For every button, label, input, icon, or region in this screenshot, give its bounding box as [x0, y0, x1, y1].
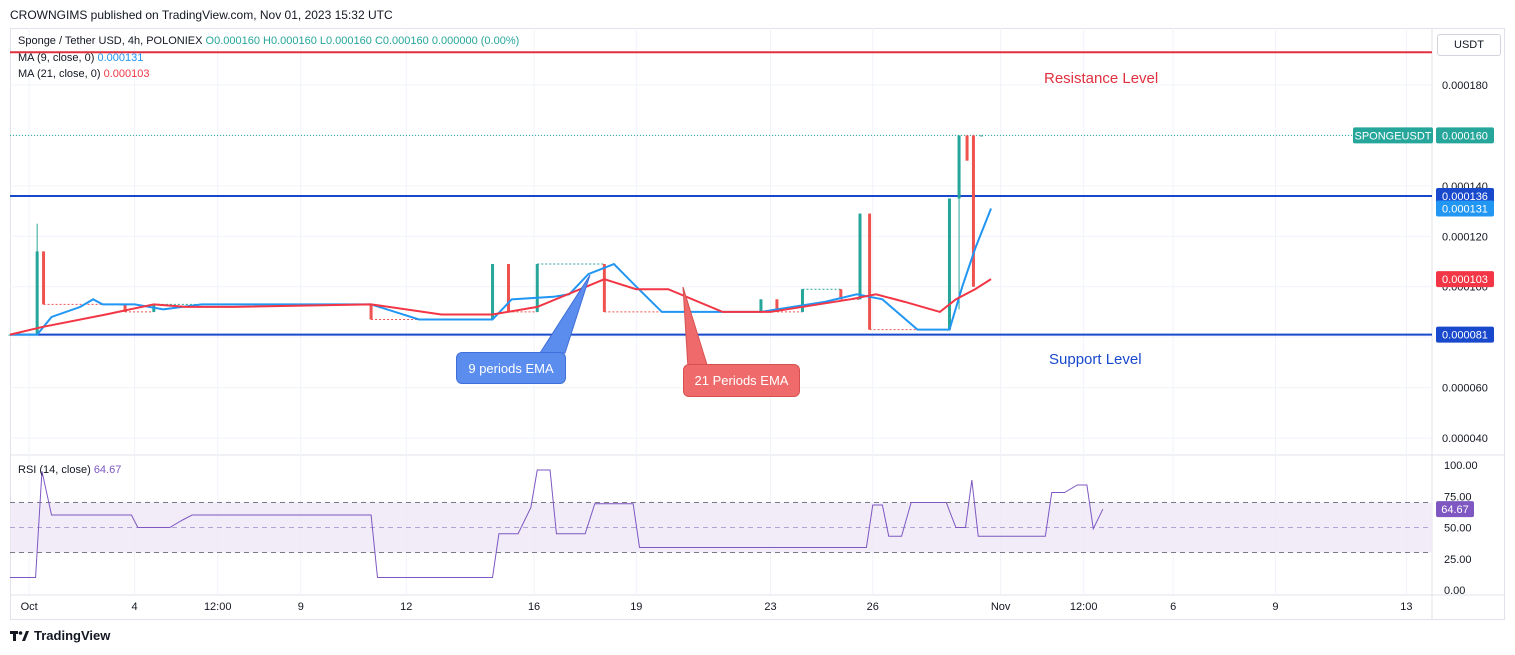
candle-body	[947, 198, 951, 330]
published-caption: CROWNGIMS published on TradingView.com, …	[10, 8, 393, 22]
ema21-callout: 21 Periods EMA	[683, 364, 800, 397]
last-price-tag: 0.000160	[1442, 130, 1488, 142]
legend-rsi-line[interactable]: RSI (14, close) 64.67	[18, 464, 121, 476]
axis-value-tag: 0.000131	[1442, 204, 1488, 216]
candle-body	[868, 213, 872, 330]
ma9-value: 0.000131	[97, 52, 144, 64]
candle-body	[506, 264, 510, 312]
candle-body	[123, 304, 127, 312]
axis-value-tag-bg	[1436, 200, 1494, 217]
legend-symbol-line: Sponge / Tether USD, 4h, POLONIEX O0.000…	[18, 35, 519, 47]
rsi-line	[10, 469, 1104, 578]
ema9-callout: 9 periods EMA	[456, 352, 566, 384]
rsi-y-tick-label: 75.00	[1444, 491, 1472, 503]
rsi-value-tag: 64.67	[1441, 504, 1469, 516]
axis-value-tag: 0.000103	[1442, 274, 1488, 286]
candle-body	[957, 135, 961, 199]
candle-body	[491, 264, 495, 320]
y-tick-label: 0.000060	[1442, 383, 1488, 395]
ma9-line	[10, 208, 992, 336]
rsi-y-tick-label: 100.00	[1444, 460, 1478, 472]
ma21-value: 0.000103	[103, 68, 150, 80]
support-level-label: Support Level	[1049, 351, 1142, 368]
candle-body	[858, 213, 862, 300]
legend-ma9-line[interactable]: MA (9, close, 0) 0.000131	[18, 52, 143, 64]
last-price-tag-bg	[1436, 127, 1494, 144]
y-tick-label: 0.000120	[1442, 231, 1488, 243]
x-tick-label: 9	[298, 601, 304, 613]
ma9-label: MA (9, close, 0)	[18, 52, 95, 64]
axis-value-tag-bg	[1436, 271, 1494, 288]
candle-body	[839, 289, 843, 300]
tradingview-logo[interactable]: TradingView	[10, 628, 110, 643]
chart-frame	[10, 28, 1505, 620]
y-tick-label: 0.000180	[1442, 80, 1488, 92]
x-tick-label: 16	[528, 601, 540, 613]
axis-value-tag: 0.000136	[1442, 191, 1488, 203]
rsi-y-tick-label: 50.00	[1444, 523, 1472, 535]
candle-body	[369, 304, 373, 320]
axis-value-tag-bg	[1436, 326, 1494, 343]
x-tick-label: 23	[764, 601, 776, 613]
tradingview-brand: TradingView	[34, 628, 111, 643]
ma21-label: MA (21, close, 0)	[18, 68, 101, 80]
x-tick-label: 12:00	[204, 601, 232, 613]
currency-button[interactable]: USDT	[1437, 34, 1501, 56]
tradingview-logo-icon	[10, 630, 29, 641]
candle-body	[535, 264, 539, 312]
x-tick-label: 6	[1170, 601, 1176, 613]
rsi-y-tick-label: 25.00	[1444, 554, 1472, 566]
candle-body	[759, 299, 763, 312]
rsi-y-tick-label: 0.00	[1444, 585, 1465, 597]
rsi-label: RSI (14, close)	[18, 464, 91, 476]
candle-body	[35, 251, 39, 335]
x-tick-label: 4	[132, 601, 138, 613]
x-tick-label: 13	[1400, 601, 1412, 613]
rsi-value-tag-bg	[1436, 501, 1474, 518]
candle-body	[971, 135, 975, 287]
symbol-tag-bg	[1353, 127, 1433, 144]
resistance-level-label: Resistance Level	[1044, 70, 1159, 87]
axis-value-tag: 0.000081	[1442, 330, 1488, 342]
candle-body	[42, 251, 46, 305]
ma21-line	[9, 278, 992, 336]
candle-body	[979, 135, 983, 137]
x-tick-label: 26	[867, 601, 879, 613]
symbol-tag: SPONGEUSDT	[1354, 130, 1431, 142]
x-tick-label: 9	[1272, 601, 1278, 613]
x-tick-label: Oct	[21, 601, 38, 613]
x-tick-label: 19	[630, 601, 642, 613]
candle-body	[965, 135, 969, 161]
ohlc-values: O0.000160 H0.000160 L0.000160 C0.000160 …	[205, 35, 520, 47]
symbol-label: Sponge / Tether USD, 4h, POLONIEX	[18, 35, 203, 47]
candle-body	[800, 289, 804, 312]
rsi-value: 64.67	[93, 464, 122, 476]
x-tick-label: Nov	[991, 601, 1011, 613]
x-tick-label: 12:00	[1070, 601, 1098, 613]
x-tick-label: 12	[400, 601, 412, 613]
candle-body	[602, 264, 606, 312]
y-tick-label: 0.000040	[1442, 433, 1488, 445]
legend-ma21-line[interactable]: MA (21, close, 0) 0.000103	[18, 68, 150, 80]
candle-body	[775, 299, 779, 312]
axis-value-tag-bg	[1436, 187, 1494, 204]
